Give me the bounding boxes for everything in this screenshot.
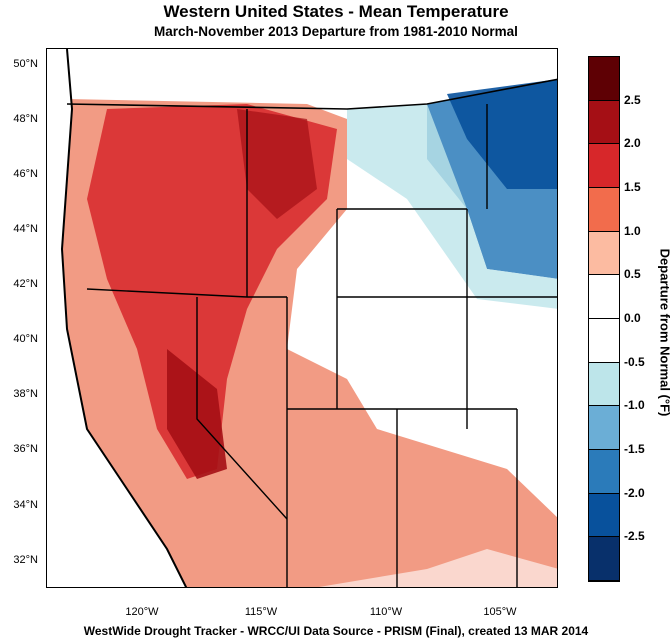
lat-label-40: 40°N — [13, 333, 38, 345]
lat-label-32: 32°N — [13, 554, 38, 566]
map-panel — [46, 48, 558, 588]
colorbar — [588, 56, 620, 582]
colorbar-tick-label: -2.0 — [624, 485, 645, 500]
canada-border — [66, 78, 557, 110]
colorbar-title: Departure from Normal (°F) — [657, 248, 672, 417]
colorbar-swatch — [589, 144, 619, 188]
hot-spot-region-idaho — [237, 109, 317, 219]
colorbar-swatch — [589, 362, 619, 407]
colorbar-swatch — [589, 188, 619, 232]
colorbar-tick-label: 2.0 — [624, 136, 641, 151]
colorbar-swatch — [589, 450, 619, 494]
map-title: Western United States - Mean Temperature — [163, 2, 509, 21]
map-subtitle: March-November 2013 Departure from 1981-… — [154, 24, 518, 39]
colorbar-swatch — [589, 100, 619, 145]
state-borders — [86, 104, 557, 587]
lon-label-115: 115°W — [244, 606, 278, 618]
light-cool-region — [347, 104, 557, 309]
temperature-departure-map — [47, 49, 557, 587]
lat-label-46: 46°N — [13, 168, 38, 180]
colorbar-tick-label: -0.5 — [624, 354, 645, 369]
lat-label-38: 38°N — [13, 388, 38, 400]
colorbar-swatch — [589, 275, 619, 319]
colorbar-swatch — [589, 406, 619, 450]
colorbar-swatch — [589, 537, 619, 581]
footer-credit: WestWide Drought Tracker - WRCC/UI Data … — [83, 624, 589, 638]
colorbar-tick-label: 2.5 — [624, 92, 641, 107]
colorbar-tick-label: 0.5 — [624, 267, 641, 282]
pacific-ocean — [47, 49, 186, 587]
lon-label-120: 120°W — [125, 606, 159, 618]
colorbar-tick-label: -1.5 — [624, 442, 645, 456]
lon-label-105: 105°W — [483, 606, 517, 618]
lat-label-44: 44°N — [13, 223, 38, 235]
colorbar-swatch — [589, 231, 619, 276]
colorbar-tick-label: 1.0 — [624, 223, 641, 238]
lat-label-48: 48°N — [13, 113, 38, 125]
lat-label-42: 42°N — [13, 278, 38, 290]
colorbar-tick-label: -1.0 — [624, 398, 645, 413]
coastline — [60, 49, 188, 587]
lat-label-34: 34°N — [13, 499, 38, 511]
lat-label-36: 36°N — [13, 443, 38, 455]
gulf-mexico-area — [319, 549, 557, 587]
lon-label-110: 110°W — [369, 606, 403, 618]
colorbar-swatch — [589, 319, 619, 363]
colorbar-tick-label: -2.5 — [624, 529, 645, 544]
strong-cool-region — [447, 79, 557, 189]
colorbar-tick-label: 1.5 — [624, 180, 641, 194]
colorbar-swatch — [589, 57, 619, 101]
colorbar-swatch — [589, 493, 619, 538]
lat-label-50: 50°N — [13, 58, 38, 70]
colorbar-tick-label: 0.0 — [624, 311, 641, 325]
